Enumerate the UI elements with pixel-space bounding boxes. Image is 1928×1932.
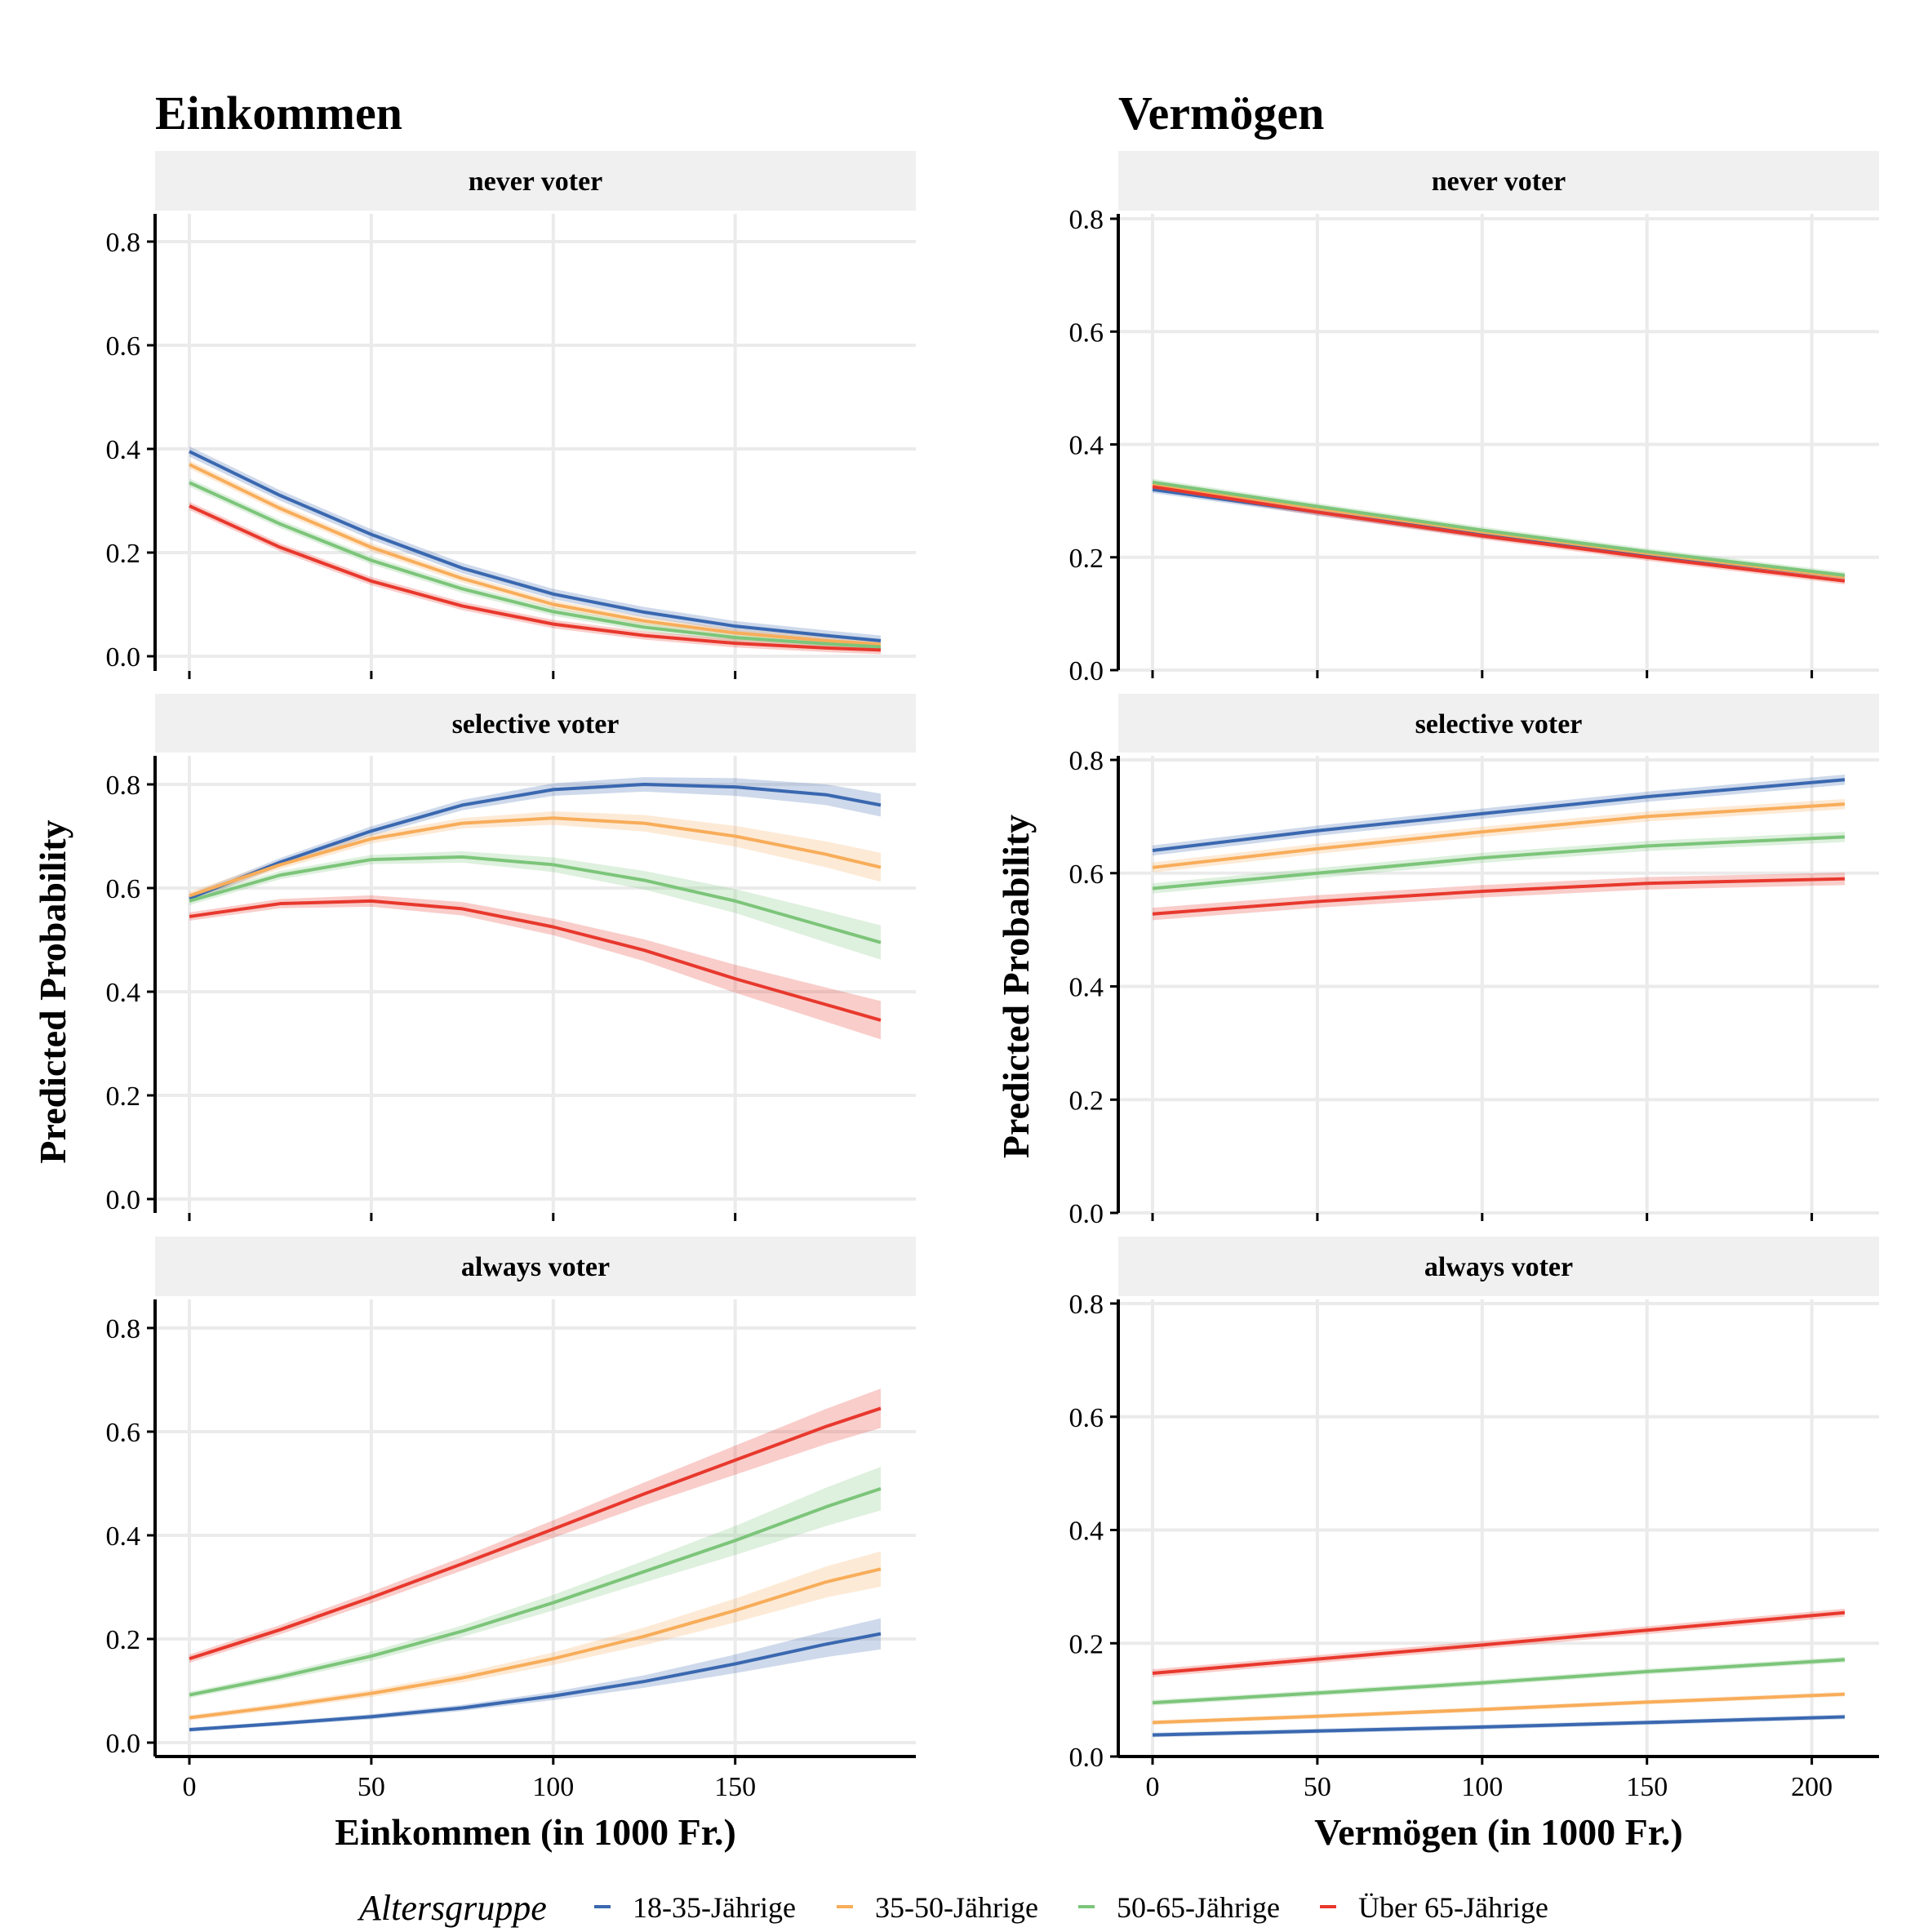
panel-vermoegen-always-voter-line-50-65-j-hrige (1152, 1658, 1846, 1705)
panel-einkommen-always-voter-xtick-label-0: 0 (183, 1772, 197, 1802)
panel-vermoegen-always-voter-xtick-label-3: 150 (1626, 1772, 1668, 1802)
panel-einkommen-selective-voter-strip-label: selective voter (452, 709, 620, 739)
panel-vermoegen-always-voter-xtick-label-4: 200 (1791, 1772, 1832, 1802)
legend-label-ueber-65-j-hrige: Über 65-Jährige (1358, 1891, 1548, 1924)
panel-vermoegen-selective-voter-ytick-label-4: 0.8 (1069, 746, 1104, 776)
legend-title: Altersgruppe (357, 1888, 547, 1928)
panel-vermoegen-always-voter-ytick-label-3: 0.6 (1069, 1403, 1104, 1433)
panel-einkommen-never-voter-line-18-35-j-hrige (189, 450, 882, 642)
panel-vermoegen-selective-voter-band-ueber-65-j-hrige (1153, 873, 1845, 921)
panel-vermoegen-never-voter-line-50-65-j-hrige (1152, 480, 1846, 577)
panel-vermoegen-selective-voter-line-50-65-j-hrige (1152, 835, 1846, 890)
panel-vermoegen-never-voter-line-35-50-j-hrige (1152, 482, 1846, 579)
panel-einkommen-always-voter-x-axis-title: Einkommen (in 1000 Fr.) (335, 1811, 736, 1853)
panel-einkommen-always-voter-line-18-35-j-hrige (189, 1632, 882, 1732)
panel-vermoegen-selective-voter-strip (1118, 694, 1879, 753)
panel-einkommen-selective-voter-ytick-label-3: 0.6 (106, 874, 141, 904)
panel-vermoegen-always-voter-ytick-label-0: 0.0 (1069, 1743, 1104, 1773)
panel-vermoegen-always-voter-ytick-label-2: 0.4 (1069, 1517, 1104, 1547)
panel-einkommen-selective-voter-strip (155, 694, 916, 753)
panel-einkommen-selective-voter-line-ueber-65-j-hrige (189, 899, 882, 1022)
panel-vermoegen-always-voter-xtick-label-2: 100 (1461, 1772, 1503, 1802)
panel-einkommen-never-voter-ytick-label-2: 0.4 (106, 435, 141, 465)
panel-vermoegen-selective-voter-ytick-label-0: 0.0 (1069, 1199, 1104, 1229)
panel-vermoegen-selective-voter-ytick-label-3: 0.6 (1069, 859, 1104, 890)
panel-vermoegen-always-voter-strip (1118, 1237, 1879, 1296)
panel-einkommen-selective-voter-band-18-35-j-hrige (189, 777, 881, 903)
panel-vermoegen-selective-voter-band-35-50-j-hrige (1153, 798, 1845, 873)
legend-label-18-35-j-hrige: 18-35-Jährige (633, 1891, 796, 1924)
panel-einkommen-never-voter-ytick-label-0: 0.0 (106, 642, 141, 673)
panel-einkommen-always-voter-strip-label: always voter (461, 1252, 610, 1282)
panel-einkommen-always-voter-line-50-65-j-hrige (189, 1486, 882, 1697)
panel-einkommen-always-voter-strip (155, 1237, 916, 1296)
panel-einkommen-always-voter-ytick-label-2: 0.4 (106, 1521, 141, 1552)
panel-einkommen-selective-voter-ytick-label-2: 0.4 (106, 978, 141, 1008)
panel-einkommen-never-voter-ytick-label-3: 0.6 (106, 331, 141, 362)
panel-einkommen-always-voter-ytick-label-0: 0.0 (106, 1729, 141, 1759)
panel-einkommen-always-voter-ytick-label-1: 0.2 (106, 1625, 141, 1655)
panel-einkommen-selective-voter-band-50-65-j-hrige (189, 851, 881, 960)
panel-vermoegen-always-voter-ytick-label-1: 0.2 (1069, 1629, 1104, 1659)
panel-vermoegen-always-voter-strip-label: always voter (1424, 1252, 1573, 1282)
panel-einkommen-always-voter-xtick-label-2: 100 (532, 1772, 574, 1802)
panel-einkommen-never-voter-line-ueber-65-j-hrige (189, 504, 882, 652)
panel-vermoegen-selective-voter-y-axis-title: Predicted Probability (995, 815, 1037, 1158)
panel-einkommen-always-voter-band-ueber-65-j-hrige (189, 1388, 881, 1663)
panel-vermoegen-selective-voter-line-ueber-65-j-hrige (1152, 877, 1846, 916)
panel-einkommen-never-voter-line-50-65-j-hrige (189, 481, 882, 649)
panel-einkommen-never-voter-line-35-50-j-hrige (189, 463, 882, 646)
panel-einkommen-always-voter-line-35-50-j-hrige (189, 1567, 882, 1720)
panel-einkommen-selective-voter-y-axis-title: Predicted Probability (32, 819, 73, 1163)
panel-einkommen-selective-voter-line-35-50-j-hrige (189, 816, 882, 898)
panel-vermoegen-never-voter-ytick-label-4: 0.8 (1069, 205, 1104, 235)
panel-einkommen-selective-voter-line-18-35-j-hrige (189, 783, 882, 900)
panel-vermoegen-selective-voter-ytick-label-1: 0.2 (1069, 1086, 1104, 1116)
panel-vermoegen-always-voter-xtick-label-1: 50 (1304, 1772, 1331, 1802)
panel-einkommen-always-voter-line-ueber-65-j-hrige (189, 1406, 882, 1661)
panel-vermoegen-selective-voter-line-35-50-j-hrige (1152, 802, 1846, 869)
panel-einkommen-selective-voter-ytick-label-4: 0.8 (106, 771, 141, 801)
panel-vermoegen-always-voter-line-35-50-j-hrige (1152, 1692, 1846, 1725)
panel-vermoegen-never-voter-ytick-label-2: 0.4 (1069, 431, 1104, 461)
panel-einkommen-selective-voter-ytick-label-0: 0.0 (106, 1185, 141, 1215)
panel-title-einkommen: Einkommen (155, 87, 402, 140)
panel-vermoegen-selective-voter-strip-label: selective voter (1415, 709, 1583, 739)
panel-einkommen-always-voter-ytick-label-4: 0.8 (106, 1314, 141, 1344)
panel-vermoegen-never-voter-strip (1118, 151, 1879, 211)
panel-einkommen-never-voter-band-18-35-j-hrige (189, 446, 881, 646)
panel-vermoegen-always-voter-line-18-35-j-hrige (1152, 1715, 1846, 1737)
panel-einkommen-never-voter-band-ueber-65-j-hrige (189, 501, 881, 655)
panel-einkommen-always-voter-xtick-label-1: 50 (358, 1772, 385, 1802)
panel-vermoegen-never-voter-line-ueber-65-j-hrige (1152, 485, 1846, 583)
panel-einkommen-never-voter-strip-label: never voter (469, 167, 603, 197)
panel-vermoegen-always-voter-xtick-label-0: 0 (1146, 1772, 1160, 1802)
panel-einkommen-always-voter-ytick-label-3: 0.6 (106, 1418, 141, 1448)
panel-vermoegen-never-voter-ytick-label-3: 0.6 (1069, 318, 1104, 348)
panel-einkommen-selective-voter-line-50-65-j-hrige (189, 855, 882, 944)
panel-vermoegen-selective-voter-line-18-35-j-hrige (1152, 778, 1846, 852)
legend-label-35-50-j-hrige: 35-50-Jährige (875, 1891, 1038, 1924)
panel-vermoegen-selective-voter-ytick-label-2: 0.4 (1069, 973, 1104, 1003)
panel-vermoegen-always-voter-line-ueber-65-j-hrige (1152, 1610, 1846, 1676)
legend-label-50-65-j-hrige: 50-65-Jährige (1117, 1891, 1280, 1924)
panel-vermoegen-selective-voter-band-50-65-j-hrige (1153, 832, 1845, 894)
panel-title-verm-gen: Vermögen (1118, 87, 1324, 140)
panel-einkommen-always-voter-xtick-label-3: 150 (714, 1772, 756, 1802)
panel-einkommen-never-voter-ytick-label-1: 0.2 (106, 539, 141, 569)
panel-einkommen-selective-voter-ytick-label-1: 0.2 (106, 1081, 141, 1112)
panel-vermoegen-never-voter-ytick-label-0: 0.0 (1069, 656, 1104, 686)
panel-einkommen-never-voter-ytick-label-4: 0.8 (106, 228, 141, 258)
panel-vermoegen-always-voter-ytick-label-4: 0.8 (1069, 1290, 1104, 1320)
panel-vermoegen-never-voter-strip-label: never voter (1432, 167, 1566, 197)
panel-vermoegen-always-voter-x-axis-title: Vermögen (in 1000 Fr.) (1314, 1811, 1682, 1853)
panel-einkommen-never-voter-strip (155, 151, 916, 211)
panel-vermoegen-never-voter-ytick-label-1: 0.2 (1069, 544, 1104, 574)
